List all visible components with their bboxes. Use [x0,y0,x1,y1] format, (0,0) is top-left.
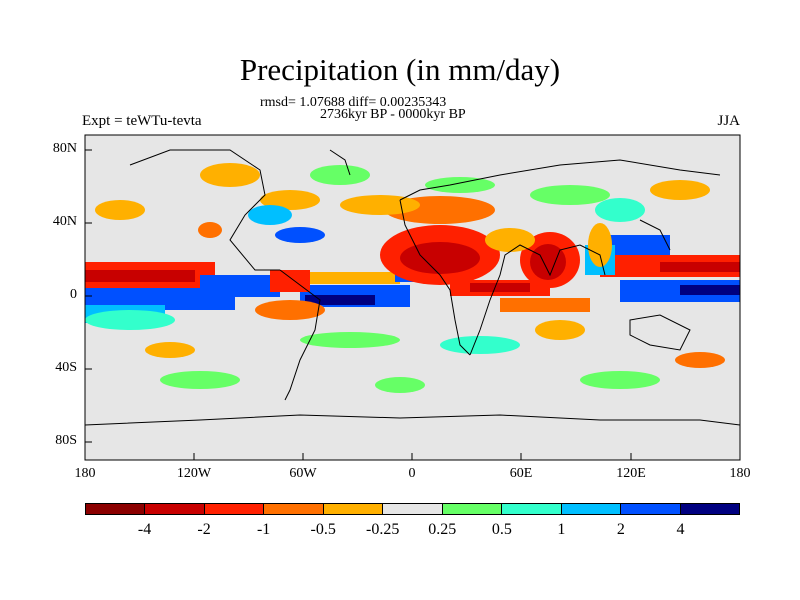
legend-swatch [145,504,205,514]
legend-swatch [561,504,622,514]
stats-line: rmsd= 1.07688 diff= 0.00235343 [260,95,447,110]
lon-label-60w: 60W [289,466,317,481]
legend-tick-label: -4 [137,521,152,538]
legend-tick-label: 4 [676,521,685,538]
color-legend [85,503,740,515]
legend-tick-label: -0.25 [366,521,400,538]
map-title: Precipitation (in mm/day) [239,52,561,87]
legend-tick-label: 0.25 [428,521,457,538]
legend-swatch [680,504,739,514]
legend-tick-label: 2 [616,521,625,538]
legend-swatch [383,504,443,514]
legend-swatch [621,504,681,514]
lat-label-0: 0 [70,287,77,302]
legend-swatch [264,504,324,514]
legend-tick-label: -1 [256,521,271,538]
lat-label-40s: 40S [55,360,77,375]
legend-tick-label: 1 [557,521,566,538]
lon-label-120w: 120W [176,466,212,481]
legend-swatch [204,504,265,514]
legend-tick-label: -0.5 [310,521,336,538]
experiment-label: Expt = teWTu-tevta [82,113,202,129]
legend-swatch [86,504,146,514]
legend-swatch [502,504,562,514]
period-line: 2736kyr BP - 0000kyr BP [320,107,466,122]
legend-swatch [323,504,384,514]
lat-label-80n: 80N [52,141,77,156]
lat-label-80s: 80S [55,433,77,448]
coastlines [85,149,740,426]
season-label: JJA [717,113,740,129]
lon-label-180w: 180 [74,466,96,481]
axis-ticks [85,149,632,460]
lon-label-180e: 180 [729,466,751,481]
legend-tick-label: -2 [197,521,211,538]
lon-label-120e: 120E [616,466,646,481]
band-pacific-wet [85,288,235,310]
lon-label-60e: 60E [509,466,533,481]
legend-tick-label: 0.5 [491,521,512,538]
legend-swatch [442,504,503,514]
lon-label-0: 0 [408,466,416,481]
lat-label-40n: 40N [52,214,77,229]
